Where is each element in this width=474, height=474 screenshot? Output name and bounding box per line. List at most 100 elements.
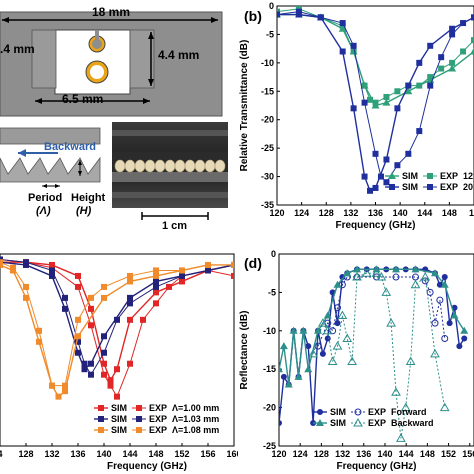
data-point: [347, 356, 357, 366]
x-tick-label: 132: [44, 449, 59, 459]
data-point: [460, 48, 467, 55]
data-point: [205, 261, 211, 268]
x-tick-label: 156: [200, 449, 215, 459]
x-tick-label: 148: [420, 449, 435, 459]
data-point: [405, 82, 412, 89]
data-point: [339, 48, 346, 55]
y-tick-label: -15: [263, 364, 276, 374]
data-point: [441, 274, 448, 281]
data-point: [62, 388, 68, 395]
legend-sim-marker: [388, 172, 396, 179]
data-point: [88, 305, 94, 312]
data-point: [460, 20, 467, 27]
y-tick-label: -10: [263, 326, 276, 336]
legend: SIM EXP Λ=1.00 mm SIM EXP Λ=1.03 mm SIM EXP Λ=1.…: [94, 403, 219, 435]
legend-series-label: Λ=1.08 mm: [172, 425, 219, 435]
data-point: [23, 294, 29, 301]
data-point: [449, 25, 456, 32]
data-point: [284, 380, 293, 388]
legend-sim-label: SIM: [330, 407, 346, 417]
data-point: [470, 47, 474, 55]
data-point: [36, 338, 42, 345]
data-point: [75, 333, 81, 340]
data-point: [416, 59, 423, 66]
data-point: [376, 272, 387, 281]
data-point: [114, 393, 120, 400]
y-tick-label: -10: [261, 58, 274, 68]
data-point: [107, 377, 114, 384]
series-line: [279, 268, 465, 385]
legend-exp-label: EXP: [149, 425, 167, 435]
series-line: [0, 261, 234, 371]
legend-sim-label: SIM: [111, 414, 127, 424]
x-tick-label: 124: [293, 449, 308, 459]
data-point: [411, 265, 420, 273]
legend-exp-marker: [353, 417, 363, 427]
data-point: [392, 273, 400, 281]
data-point: [205, 267, 211, 274]
data-point: [153, 289, 159, 296]
data-point: [430, 348, 440, 358]
data-point: [332, 341, 343, 350]
data-point: [371, 268, 382, 277]
y-tick-label: -25: [263, 441, 276, 451]
data-point: [166, 283, 172, 290]
data-point: [101, 371, 107, 378]
data-point: [383, 156, 390, 163]
series-line: [0, 264, 234, 398]
data-point: [304, 365, 313, 373]
data-point: [49, 272, 55, 279]
period-label: Period: [28, 192, 63, 204]
scale-bar: [141, 212, 209, 220]
data-point: [107, 382, 114, 389]
data-point: [436, 296, 444, 304]
data-point: [440, 280, 449, 288]
data-point: [471, 37, 474, 44]
data-point: [153, 272, 159, 279]
data-point: [383, 93, 390, 100]
data-point: [153, 283, 159, 290]
data-point: [101, 349, 107, 356]
data-point: [382, 98, 391, 106]
data-point: [350, 48, 357, 55]
data-point: [441, 334, 449, 342]
x-tick-label: 160: [226, 449, 238, 459]
x-tick-label: 128: [314, 449, 329, 459]
backward-label: Backward: [44, 141, 96, 153]
data-point: [438, 54, 445, 61]
x-tick-label: 128: [18, 449, 33, 459]
legend-sim-marker: [98, 427, 104, 433]
data-point: [334, 304, 341, 312]
data-point: [317, 14, 324, 21]
right-height-label: 4.4 mm: [158, 48, 200, 62]
x-tick-label: 132: [343, 208, 358, 218]
data-point: [231, 272, 234, 279]
width-label: 18 mm: [92, 5, 131, 19]
data-point: [62, 305, 68, 312]
data-point: [88, 294, 94, 301]
data-point: [333, 280, 342, 288]
y-tick-label: -25: [261, 143, 274, 153]
data-point: [101, 360, 107, 367]
series-exp-3: [308, 268, 450, 442]
legend-exp-marker: [427, 184, 433, 190]
waveguide-cross-section-diagram: [0, 11, 223, 117]
data-point: [62, 382, 68, 389]
legend-exp-label: EXP: [149, 403, 167, 413]
data-point: [299, 326, 308, 334]
data-point: [101, 283, 107, 290]
data-point: [322, 325, 333, 335]
data-point: [372, 184, 379, 191]
data-point: [75, 272, 81, 279]
legend-exp-marker: [136, 405, 142, 411]
legend-series-label: Λ=1.00 mm: [172, 403, 219, 413]
legend-exp-label: EXP: [440, 171, 458, 181]
data-point: [277, 11, 280, 18]
series-line: [0, 258, 234, 376]
y-tick-label: -20: [261, 115, 274, 125]
data-point: [396, 433, 406, 442]
data-point: [449, 59, 456, 66]
x-tick-label: 152: [441, 449, 456, 459]
legend-exp-label: EXP: [368, 407, 386, 417]
legend-exp-marker: [354, 408, 362, 416]
